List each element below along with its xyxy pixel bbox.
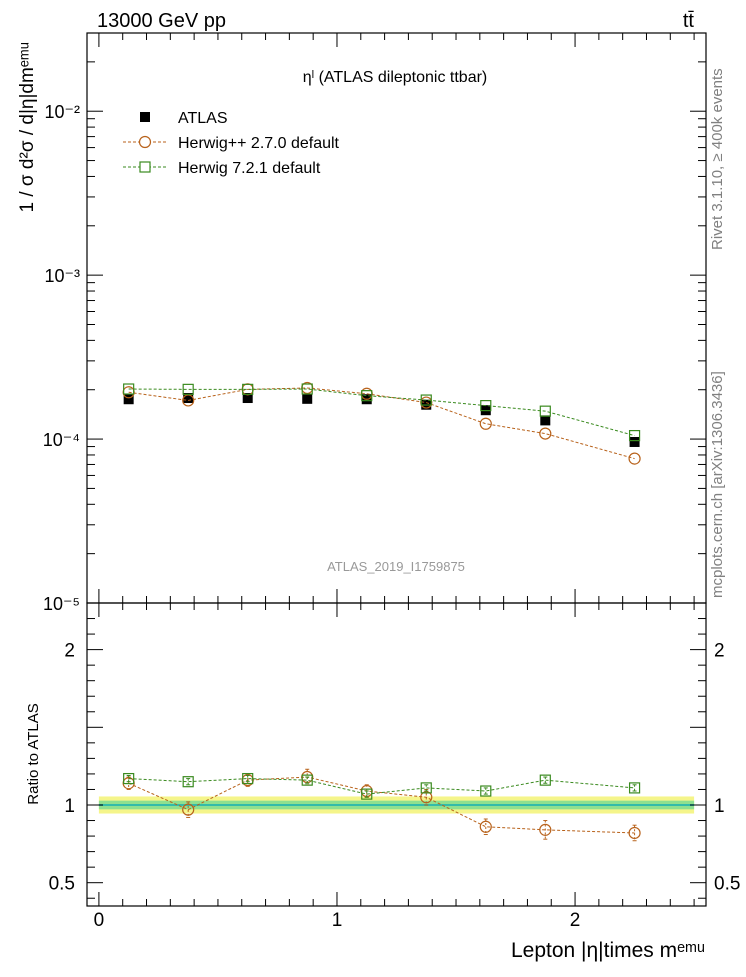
y-tick-label: 10⁻⁵ <box>43 594 80 614</box>
data-point <box>479 820 492 833</box>
data-point <box>628 782 641 794</box>
x-tick-label: 1 <box>332 910 343 931</box>
ratio-series <box>122 768 641 842</box>
ratio-panel: 0.5 0.5 1 1 2 2 0 1 2 Ratio to ATLAS Lepton |η|t… <box>25 602 740 962</box>
energy-label: 13000 GeV pp <box>97 10 226 32</box>
main-ylabel: 1 / σ d²σ / d|η|dmᵉᵐᵘ <box>17 42 38 212</box>
data-point <box>420 394 432 406</box>
data-point <box>123 394 134 405</box>
ratio-frame <box>86 602 707 907</box>
data-point <box>123 383 135 395</box>
x-tick-label: 0 <box>94 910 105 931</box>
series-line <box>128 778 635 795</box>
data-point <box>302 393 313 404</box>
series-line <box>128 387 635 460</box>
data-point <box>182 776 194 788</box>
watermark: ATLAS_2019_I1759875 <box>327 559 465 574</box>
legend-marker <box>138 135 152 149</box>
data-point <box>182 383 194 395</box>
main-ticks: 10⁻⁵ 10⁻⁴ 10⁻³ 10⁻² <box>43 32 706 614</box>
data-point <box>242 772 254 785</box>
legend-label: Herwig 7.2.1 default <box>178 160 321 177</box>
y-tick-label: 0.5 <box>49 874 75 895</box>
data-point <box>540 415 551 426</box>
data-point <box>628 429 641 442</box>
data-point <box>301 774 313 786</box>
data-point <box>480 400 492 412</box>
data-point <box>123 772 135 785</box>
data-point <box>629 436 640 447</box>
data-point <box>539 405 551 417</box>
y-tick-label-right: 1 <box>714 796 725 817</box>
data-point <box>361 788 373 800</box>
y-tick-label: 10⁻⁴ <box>43 430 80 450</box>
source-label: mcplots.cern.ch [arXiv:1306.3436] <box>709 371 726 598</box>
series-line <box>128 388 635 437</box>
y-tick-label-right: 2 <box>714 641 725 662</box>
y-tick-label: 10⁻² <box>44 102 80 122</box>
data-point <box>420 791 433 804</box>
legend-marker <box>140 112 150 122</box>
data-point <box>301 383 313 395</box>
y-tick-label: 10⁻³ <box>44 266 80 286</box>
legend: ATLAS Herwig++ 2.7.0 default Herwig 7.2.1 … <box>123 110 340 177</box>
data-point <box>183 393 194 404</box>
y-tick-label-right: 0.5 <box>714 874 740 895</box>
data-point <box>539 427 552 440</box>
main-title: ηˡ (ATLAS dileptonic ttbar) <box>303 69 488 86</box>
data-point <box>628 826 641 840</box>
ratio-ticks: 0.5 0.5 1 1 2 2 0 1 2 <box>49 603 740 931</box>
ratio-ylabel: Ratio to ATLAS <box>25 703 42 804</box>
x-axis-label: Lepton |η|times mᵉᵐᵘ <box>511 939 705 962</box>
data-point <box>539 774 551 786</box>
data-point <box>420 782 432 794</box>
data-point <box>479 417 492 430</box>
data-point <box>628 452 641 465</box>
process-label: tt̄ <box>683 10 695 32</box>
y-tick-label: 2 <box>64 641 75 662</box>
x-tick-label: 2 <box>570 910 581 931</box>
data-point <box>242 393 253 404</box>
rivet-label: Rivet 3.1.10, ≥ 400k events <box>709 68 726 250</box>
data-point <box>539 823 552 836</box>
data-point <box>361 390 373 402</box>
data-point <box>242 383 254 395</box>
legend-marker <box>139 161 151 173</box>
main-panel: 10⁻⁵ 10⁻⁴ 10⁻³ 10⁻² ηˡ (ATLAS dileptonic tt… <box>17 32 707 614</box>
y-tick-label: 1 <box>64 796 75 817</box>
data-point <box>182 803 195 816</box>
data-point <box>480 785 492 797</box>
legend-label: ATLAS <box>178 110 228 127</box>
legend-label: Herwig++ 2.7.0 default <box>178 135 340 152</box>
main-series <box>122 381 641 465</box>
